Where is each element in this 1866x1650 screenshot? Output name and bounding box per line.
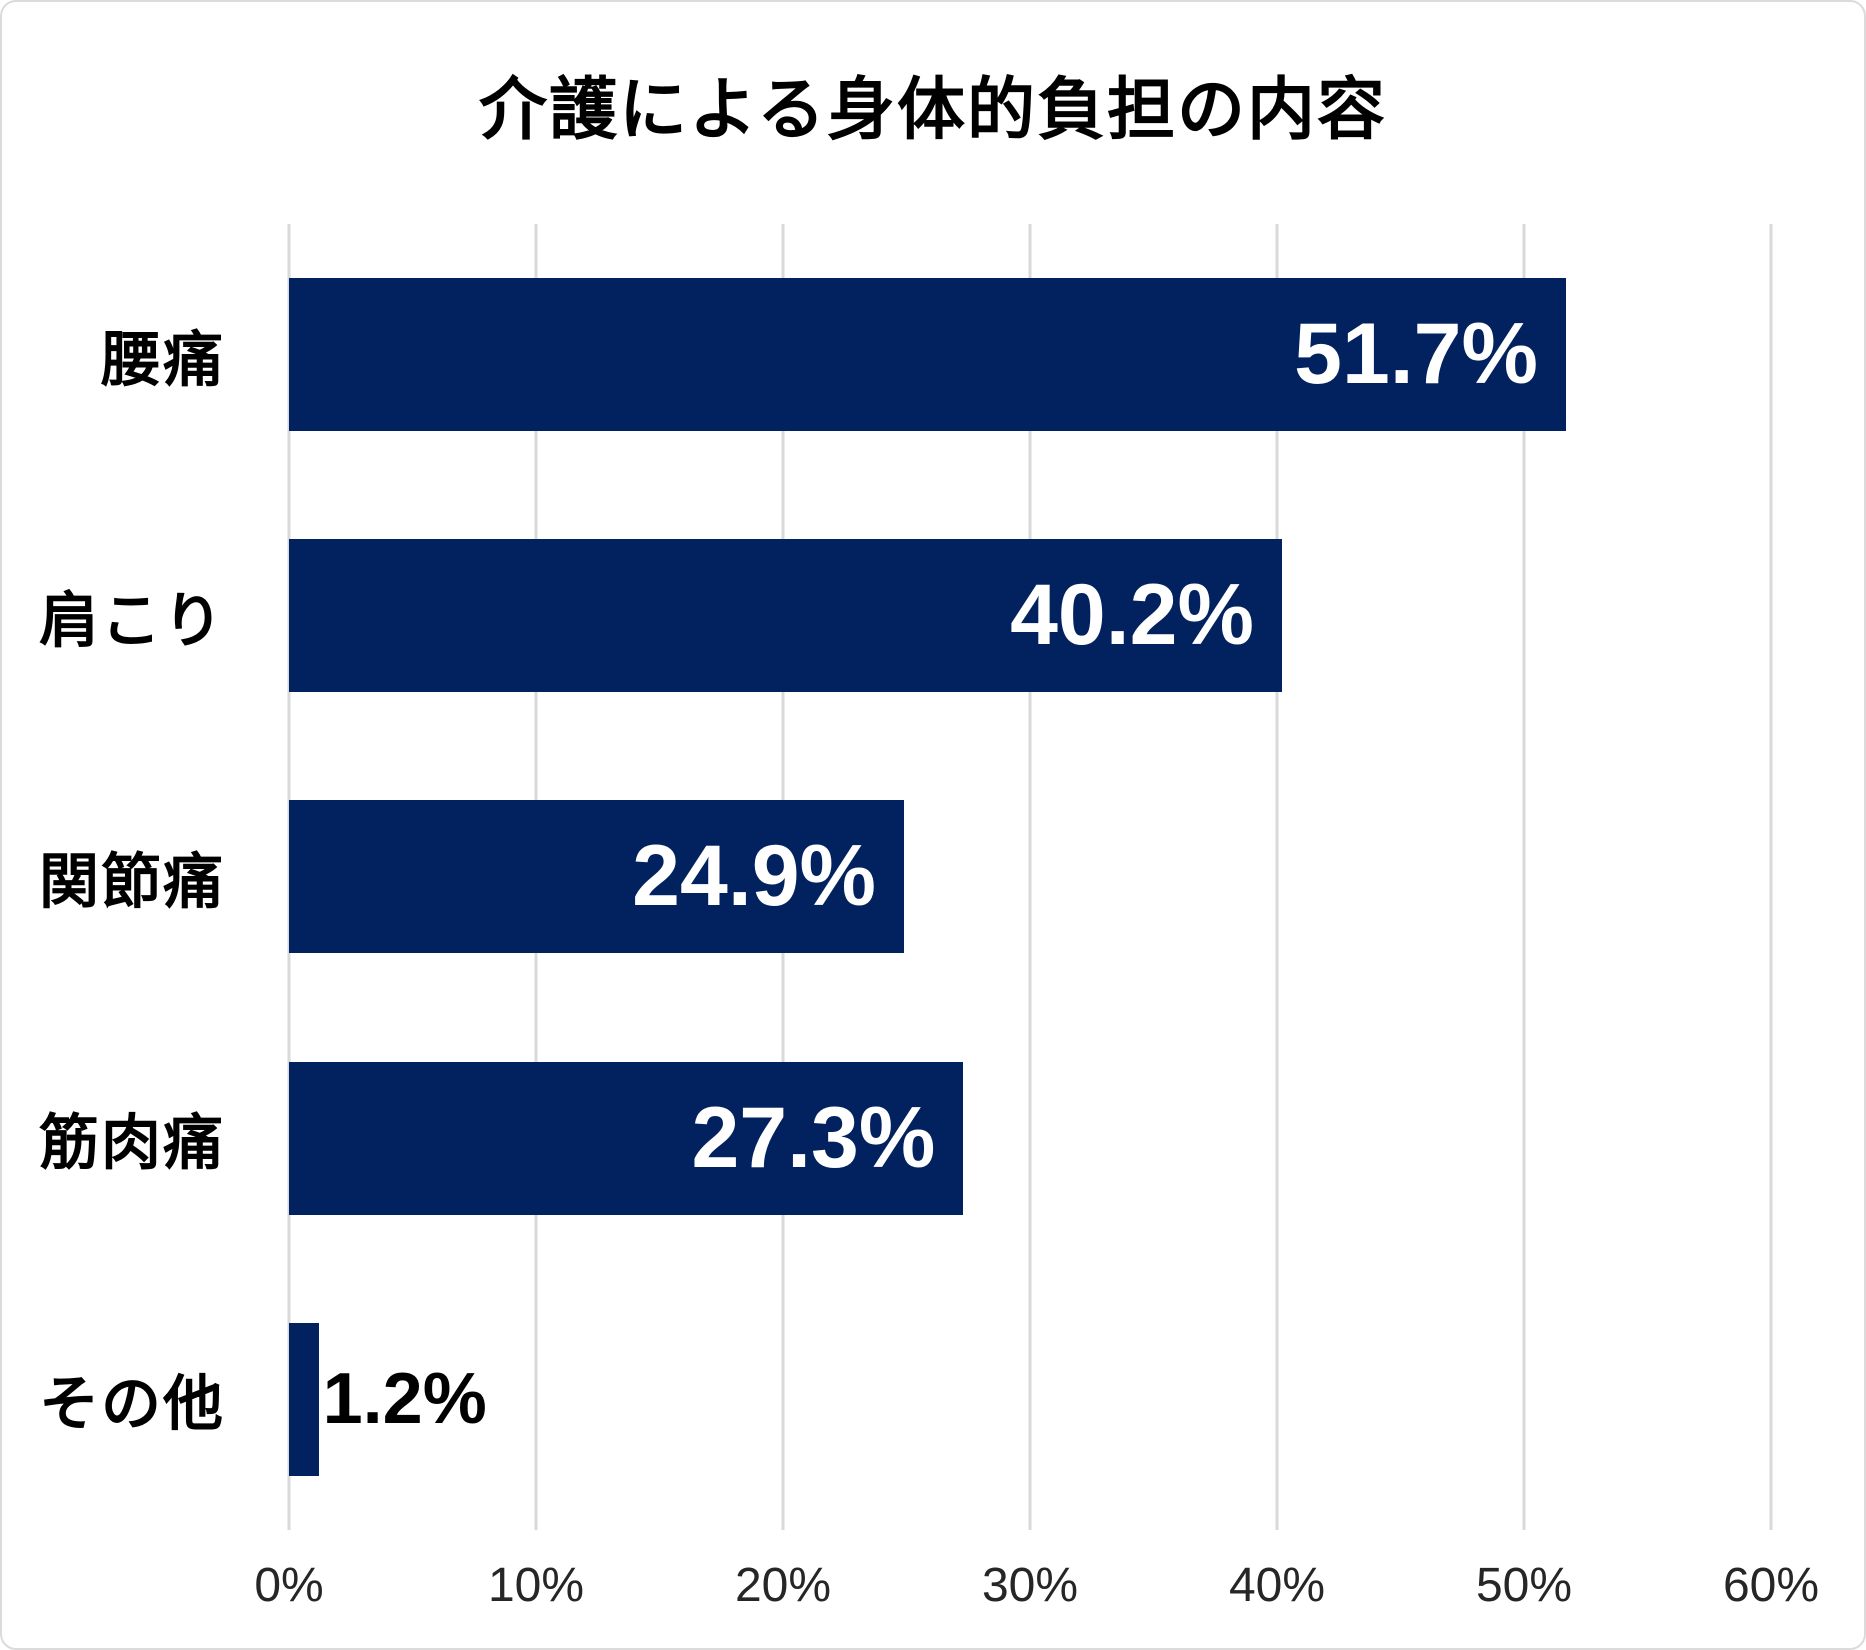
bar-row: 27.3% <box>289 1008 1771 1269</box>
category-label-腰痛: 腰痛 <box>101 326 225 394</box>
bar-value-label: 27.3% <box>691 1089 936 1186</box>
x-tick-label-0%: 0% <box>254 1559 324 1612</box>
category-label-筋肉痛: 筋肉痛 <box>39 1109 225 1177</box>
bar-row: 40.2% <box>289 485 1771 746</box>
bar-value-label: 40.2% <box>1010 567 1254 664</box>
category-label-肩こり: 肩こり <box>39 587 225 655</box>
gridline-60% <box>1769 224 1773 1530</box>
x-axis: 0% 10% 20% 30% 40% 50% 60% <box>254 1558 1819 1628</box>
bar-row: 51.7% <box>289 224 1771 485</box>
bar-関節痛: 24.9% <box>289 800 905 954</box>
x-tick-label-60%: 60% <box>1722 1559 1820 1612</box>
bar-value-label: 51.7% <box>1294 306 1538 403</box>
gridline-40% <box>1275 224 1279 1530</box>
bar-肩こり: 40.2% <box>289 539 1282 693</box>
gridline-30% <box>1028 224 1032 1530</box>
bar-その他 <box>289 1322 319 1476</box>
category-label-関節痛: 関節痛 <box>39 848 225 916</box>
bar-row: 1.2% <box>289 1269 1771 1530</box>
bar-row: 24.9% <box>289 746 1771 1007</box>
category-label-その他: その他 <box>39 1370 225 1438</box>
x-tick-label-40%: 40% <box>1228 1559 1326 1612</box>
x-tick-label-50%: 50% <box>1475 1559 1573 1612</box>
x-tick-label-20%: 20% <box>734 1559 832 1612</box>
x-tick-label-30%: 30% <box>981 1559 1079 1612</box>
bar-腰痛: 51.7% <box>289 278 1566 432</box>
bar-value-label: 24.9% <box>632 828 877 925</box>
x-tick-label-10%: 10% <box>487 1559 585 1612</box>
category-axis: 腰痛肩こり関節痛筋肉痛その他 <box>2 224 225 1530</box>
gridline-50% <box>1522 224 1526 1530</box>
plot-area: 51.7% 40.2% 24.9% 27.3% 1.2% <box>287 224 1773 1530</box>
chart-title: 介護による身体的負担の内容 <box>479 72 1387 148</box>
bar-value-label: 1.2% <box>322 1359 487 1440</box>
bar-筋肉痛: 27.3% <box>289 1061 964 1215</box>
